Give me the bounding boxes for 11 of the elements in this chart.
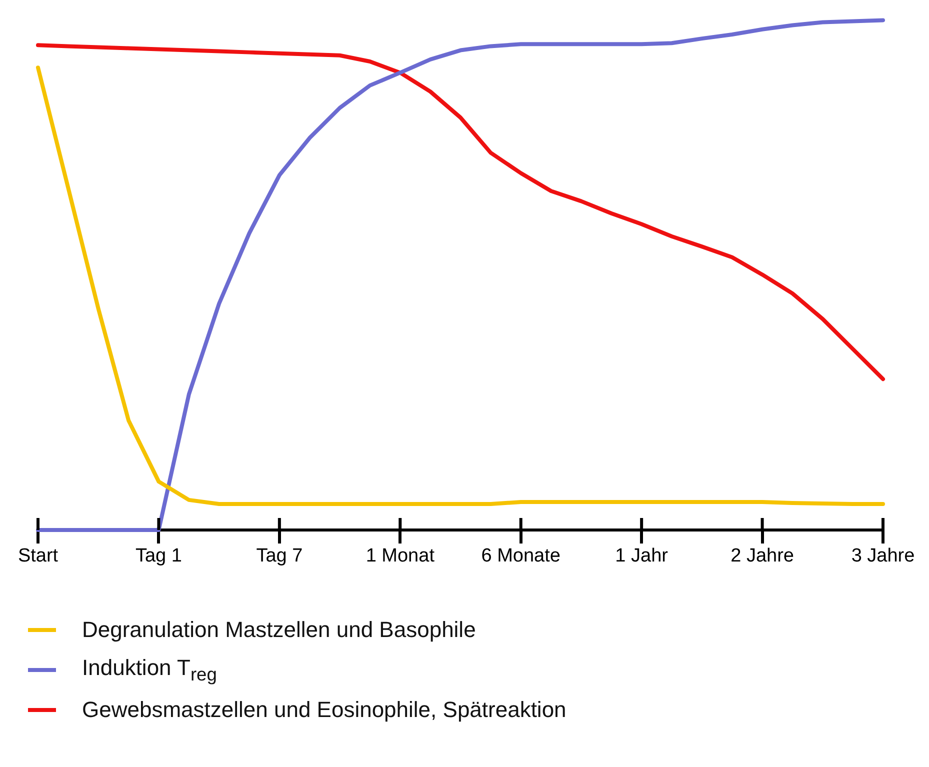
x-tick-label: 2 Jahre — [730, 546, 794, 567]
x-tick-label: Tag 7 — [256, 546, 303, 567]
x-tick-label: 6 Monate — [481, 546, 560, 567]
x-tick-label: Start — [18, 546, 59, 567]
x-tick-label: 1 Jahr — [615, 546, 669, 567]
legend-label: Gewebsmastzellen und Eosinophile, Spätreaktion — [82, 697, 566, 723]
legend-label: Degranulation Mastzellen und Basophile — [82, 617, 476, 643]
legend-label: Induktion T$_{reg}$ — [82, 654, 217, 686]
x-tick-label: Tag 1 — [135, 546, 182, 567]
x-tick-label: 1 Monat — [366, 546, 436, 567]
x-tick-label: 3 Jahre — [851, 546, 915, 567]
